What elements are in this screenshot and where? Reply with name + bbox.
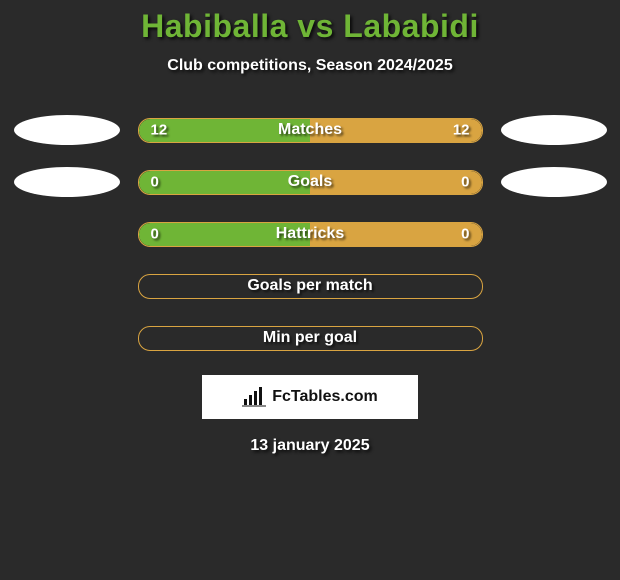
stat-label: Hattricks [276,225,344,243]
stat-bar: 12 12 Matches [138,118,483,143]
stat-label: Goals [288,173,332,191]
comparison-infographic: Habiballa vs Lababidi Club competitions,… [0,0,620,455]
bar-fill-left [139,171,311,194]
attribution-text: FcTables.com [272,388,378,406]
stat-row: 0 0 Goals [0,167,620,197]
stat-bar: Goals per match [138,274,483,299]
stat-value-left: 12 [151,122,168,139]
player-right-marker [501,115,607,145]
spacer [14,323,120,353]
player-left-marker [14,167,120,197]
spacer [501,219,607,249]
stat-label: Goals per match [247,277,372,295]
spacer [501,323,607,353]
date-label: 13 january 2025 [0,437,620,455]
stat-label: Min per goal [263,329,357,347]
stat-row: 12 12 Matches [0,115,620,145]
stat-bar: 0 0 Hattricks [138,222,483,247]
stat-bar: Min per goal [138,326,483,351]
stat-bar: 0 0 Goals [138,170,483,195]
spacer [14,219,120,249]
page-subtitle: Club competitions, Season 2024/2025 [0,57,620,75]
player-right-marker [501,167,607,197]
player-left-marker [14,115,120,145]
stat-value-right: 0 [461,226,469,243]
stat-rows: 12 12 Matches 0 0 Goals 0 0 Hattricks Goals per m… [0,115,620,353]
stat-row: 0 0 Hattricks [0,219,620,249]
stat-row: Goals per match [0,271,620,301]
stat-label: Matches [278,121,342,139]
attribution-badge: FcTables.com [202,375,418,419]
stat-row: Min per goal [0,323,620,353]
barchart-icon [242,387,266,407]
spacer [501,271,607,301]
stat-value-left: 0 [151,174,159,191]
spacer [14,271,120,301]
bar-fill-right [310,171,482,194]
stat-value-left: 0 [151,226,159,243]
stat-value-right: 0 [461,174,469,191]
page-title: Habiballa vs Lababidi [0,8,620,45]
stat-value-right: 12 [453,122,470,139]
